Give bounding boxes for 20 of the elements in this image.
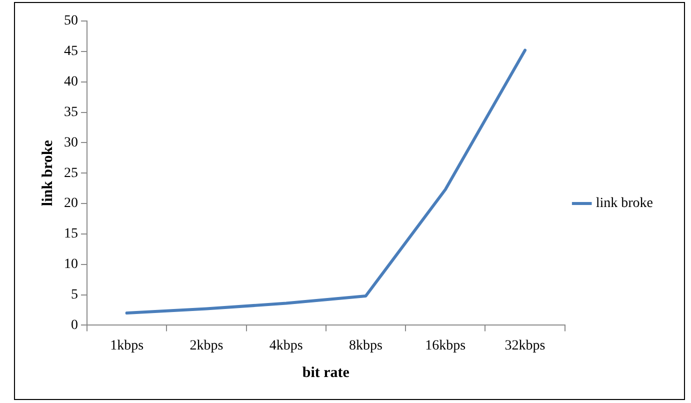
y-tick-label: 50 xyxy=(64,14,78,29)
y-tick-label: 15 xyxy=(64,226,78,242)
y-tick-label: 40 xyxy=(64,74,78,90)
legend-label: link broke xyxy=(596,196,653,212)
x-tick-label: 1kbps xyxy=(110,338,144,354)
y-tick-label: 35 xyxy=(64,104,78,120)
x-tick-label: 4kbps xyxy=(269,338,303,354)
y-axis-title: link broke xyxy=(40,140,56,206)
x-tick-label: 32kbps xyxy=(504,338,546,354)
x-tick-label: 16kbps xyxy=(425,338,466,354)
y-tick-label: 25 xyxy=(64,166,78,181)
y-tick-label: 30 xyxy=(64,135,78,150)
y-tick-label: 20 xyxy=(64,196,78,212)
x-tick-label: 2kbps xyxy=(190,338,224,354)
y-tick-label: 45 xyxy=(64,44,78,60)
y-tick-label: 10 xyxy=(64,257,78,272)
x-tick-label: 8kbps xyxy=(349,338,382,354)
y-tick-label: 0 xyxy=(71,318,78,333)
x-axis-title: bit rate xyxy=(302,364,350,381)
y-tick-label: 5 xyxy=(71,287,78,302)
